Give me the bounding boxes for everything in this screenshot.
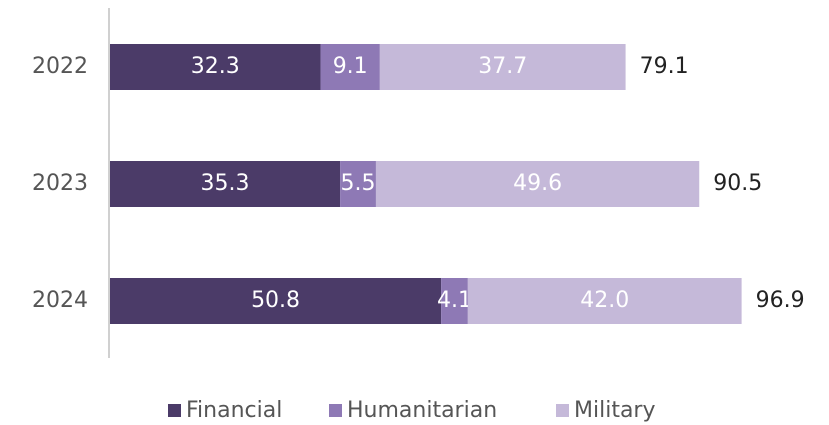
- value-label: 35.3: [201, 171, 250, 196]
- bar-segment: [467, 278, 742, 324]
- category-label: 2022: [32, 54, 88, 79]
- legend-swatch: [168, 404, 181, 417]
- value-label: 50.8: [251, 288, 300, 313]
- bar-segment: [110, 278, 442, 324]
- value-label: 42.0: [580, 288, 629, 313]
- category-label: 2023: [32, 171, 88, 196]
- value-label: 5.5: [341, 171, 376, 196]
- total-label: 79.1: [640, 54, 689, 79]
- legend-label: Humanitarian: [347, 398, 497, 423]
- total-label: 96.9: [756, 288, 805, 313]
- value-label: 4.1: [437, 288, 472, 313]
- bar-segment: [320, 44, 380, 90]
- legend-label: Military: [574, 398, 656, 423]
- value-label: 49.6: [513, 171, 562, 196]
- total-label: 90.5: [713, 171, 762, 196]
- bar-segment: [110, 161, 341, 207]
- bar-segment: [110, 44, 321, 90]
- value-label: 9.1: [333, 54, 368, 79]
- bar-segment: [340, 161, 376, 207]
- bar-segment: [441, 278, 468, 324]
- legend-label: Financial: [186, 398, 282, 423]
- legend-swatch: [329, 404, 342, 417]
- bar-segment: [379, 44, 626, 90]
- value-label: 32.3: [191, 54, 240, 79]
- legend-swatch: [556, 404, 569, 417]
- value-label: 37.7: [478, 54, 527, 79]
- category-label: 2024: [32, 288, 88, 313]
- bar-segment: [375, 161, 700, 207]
